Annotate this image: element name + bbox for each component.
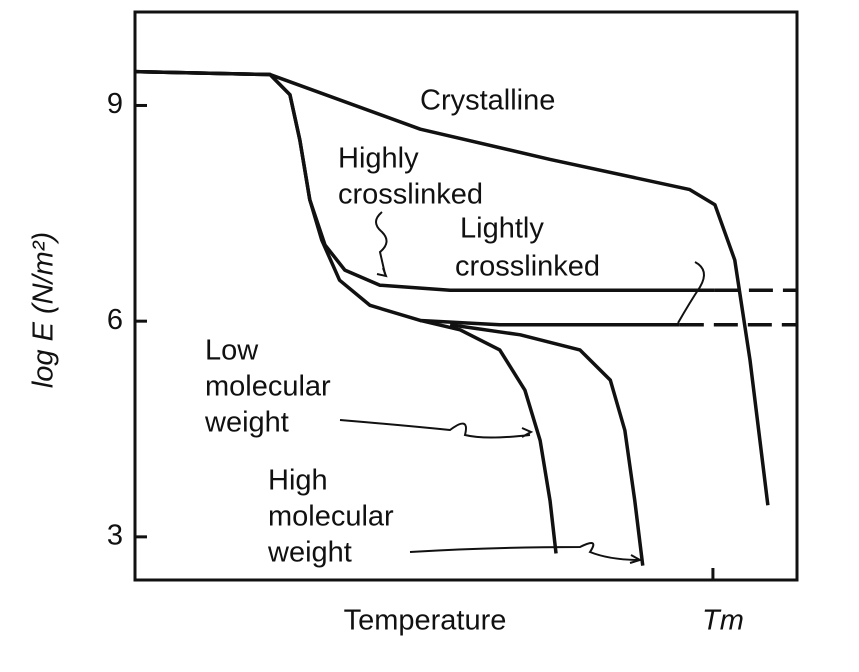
x-axis-label: Temperature [344, 605, 507, 637]
annotation: weight [204, 407, 289, 439]
y-axis-label: log E (N/m²) [28, 232, 60, 388]
curve [419, 318, 558, 554]
annotation: molecular [205, 371, 331, 403]
arrow [339, 419, 531, 439]
curve [134, 69, 770, 506]
annotation: Highly [338, 143, 419, 175]
arrow [677, 261, 705, 324]
y-tick-label: 3 [107, 520, 123, 552]
annotation: crosslinked [455, 251, 600, 283]
curve [449, 323, 645, 566]
annotation: High [268, 465, 328, 497]
annotation: Low [205, 335, 259, 367]
arrowhead [376, 267, 388, 278]
annotation: crosslinked [338, 179, 483, 211]
arrow [409, 542, 641, 561]
arrowhead [521, 427, 534, 438]
y-tick-label: 9 [107, 88, 123, 120]
arrow [375, 211, 388, 275]
annotation: molecular [268, 501, 394, 533]
annotation: Crystalline [420, 85, 555, 117]
annotation: Lightly [460, 213, 544, 245]
x-tick-label: Tm [702, 605, 744, 637]
plot-frame [133, 10, 799, 582]
y-tick-label: 6 [107, 304, 123, 336]
annotation: weight [267, 537, 352, 569]
curve [134, 69, 680, 327]
arrowhead [629, 554, 643, 564]
